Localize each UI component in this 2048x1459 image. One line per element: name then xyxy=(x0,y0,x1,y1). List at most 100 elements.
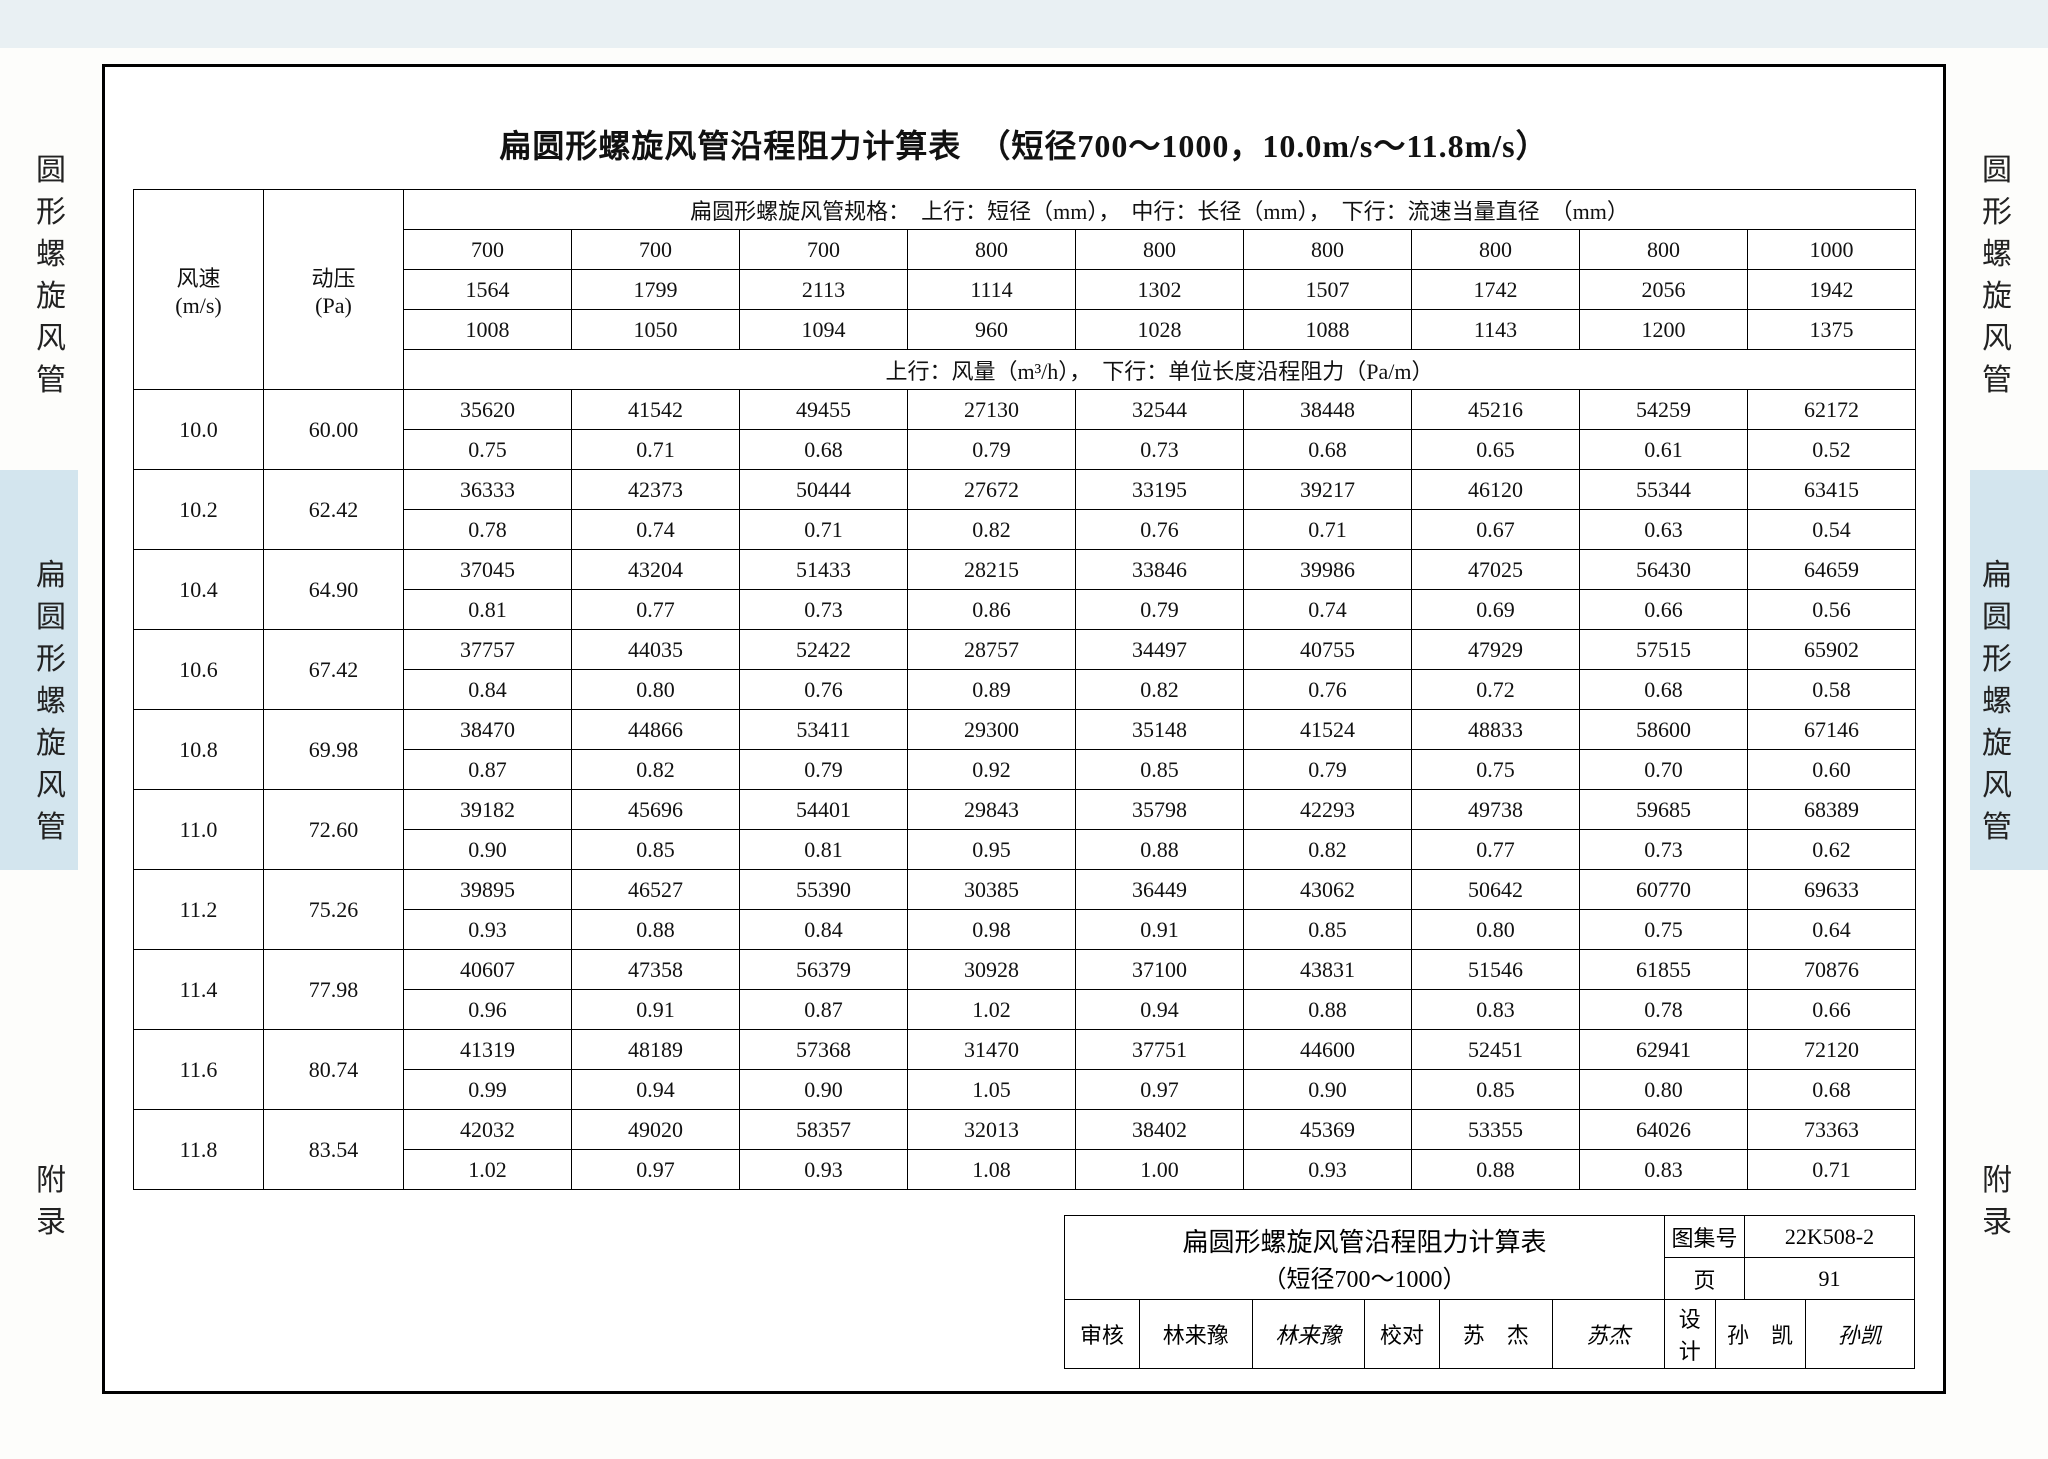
flow-5-3: 29843 xyxy=(908,790,1076,830)
flow-9-3: 32013 xyxy=(908,1110,1076,1150)
flow-4-6: 48833 xyxy=(1412,710,1580,750)
flow-2-3: 28215 xyxy=(908,550,1076,590)
resist-1-0: 0.78 xyxy=(404,510,572,550)
resist-6-0: 0.93 xyxy=(404,910,572,950)
dynpressure-4: 69.98 xyxy=(264,710,404,790)
flow-5-2: 54401 xyxy=(740,790,908,830)
resist-5-1: 0.85 xyxy=(572,830,740,870)
speed-4: 10.8 xyxy=(134,710,264,790)
design-label: 设计 xyxy=(1665,1300,1715,1368)
resist-8-6: 0.85 xyxy=(1412,1070,1580,1110)
resist-1-4: 0.76 xyxy=(1076,510,1244,550)
dynpressure-0: 60.00 xyxy=(264,390,404,470)
flow-4-1: 44866 xyxy=(572,710,740,750)
resist-8-8: 0.68 xyxy=(1748,1070,1916,1110)
flow-7-8: 70876 xyxy=(1748,950,1916,990)
resist-1-5: 0.71 xyxy=(1244,510,1412,550)
check-label: 校对 xyxy=(1365,1300,1440,1369)
resist-7-0: 0.96 xyxy=(404,990,572,1030)
dynpressure-1: 62.42 xyxy=(264,470,404,550)
resist-3-8: 0.58 xyxy=(1748,670,1916,710)
resist-4-5: 0.79 xyxy=(1244,750,1412,790)
resist-3-7: 0.68 xyxy=(1580,670,1748,710)
spec-long_dia-7: 2056 xyxy=(1580,270,1748,310)
flow-0-7: 54259 xyxy=(1580,390,1748,430)
spec-short_dia-8: 1000 xyxy=(1748,230,1916,270)
page-title: 扁圆形螺旋风管沿程阻力计算表 （短径700～1000，10.0m/s～11.8m… xyxy=(105,121,1943,167)
flow-0-0: 35620 xyxy=(404,390,572,430)
resist-9-0: 1.02 xyxy=(404,1150,572,1190)
flow-4-8: 67146 xyxy=(1748,710,1916,750)
side-label-char: 管 xyxy=(30,360,72,402)
flow-8-4: 37751 xyxy=(1076,1030,1244,1070)
side-label-left-middle: 扁圆形螺旋风管 xyxy=(30,555,72,849)
flow-9-6: 53355 xyxy=(1412,1110,1580,1150)
spec-eq_dia-8: 1375 xyxy=(1748,310,1916,350)
dynpressure-7: 77.98 xyxy=(264,950,404,1030)
resist-0-8: 0.52 xyxy=(1748,430,1916,470)
resist-9-2: 0.93 xyxy=(740,1150,908,1190)
speed-3: 10.6 xyxy=(134,630,264,710)
resist-7-4: 0.94 xyxy=(1076,990,1244,1030)
side-label-char: 旋 xyxy=(1976,276,2018,318)
resist-4-6: 0.75 xyxy=(1412,750,1580,790)
flow-6-6: 50642 xyxy=(1412,870,1580,910)
page-frame: 扁圆形螺旋风管沿程阻力计算表 （短径700～1000，10.0m/s～11.8m… xyxy=(102,64,1946,1394)
dynpressure-6: 75.26 xyxy=(264,870,404,950)
flow-5-6: 49738 xyxy=(1412,790,1580,830)
resist-2-8: 0.56 xyxy=(1748,590,1916,630)
resist-1-7: 0.63 xyxy=(1580,510,1748,550)
resist-6-6: 0.80 xyxy=(1412,910,1580,950)
resist-5-6: 0.77 xyxy=(1412,830,1580,870)
side-label-char: 扁 xyxy=(1976,555,2018,597)
spec-short_dia-4: 800 xyxy=(1076,230,1244,270)
resist-6-3: 0.98 xyxy=(908,910,1076,950)
speed-2: 10.4 xyxy=(134,550,264,630)
resist-1-8: 0.54 xyxy=(1748,510,1916,550)
flow-0-2: 49455 xyxy=(740,390,908,430)
resist-2-3: 0.86 xyxy=(908,590,1076,630)
resist-3-0: 0.84 xyxy=(404,670,572,710)
spec-eq_dia-4: 1028 xyxy=(1076,310,1244,350)
spec-short_dia-0: 700 xyxy=(404,230,572,270)
flow-7-0: 40607 xyxy=(404,950,572,990)
side-label-left-upper: 圆形螺旋风管 xyxy=(30,150,72,402)
footer-title-2: （短径700～1000） xyxy=(1071,1259,1658,1294)
resist-6-7: 0.75 xyxy=(1580,910,1748,950)
flow-6-0: 39895 xyxy=(404,870,572,910)
resist-0-4: 0.73 xyxy=(1076,430,1244,470)
spec-short_dia-5: 800 xyxy=(1244,230,1412,270)
flow-0-3: 27130 xyxy=(908,390,1076,430)
resist-2-7: 0.66 xyxy=(1580,590,1748,630)
side-label-char: 风 xyxy=(1976,318,2018,360)
side-label-left-lower: 附录 xyxy=(30,1160,72,1244)
side-label-char: 管 xyxy=(30,807,72,849)
flow-7-3: 30928 xyxy=(908,950,1076,990)
title-block: 扁圆形螺旋风管沿程阻力计算表 （短径700～1000） 图集号 22K508-2… xyxy=(1064,1215,1915,1369)
flow-7-6: 51546 xyxy=(1412,950,1580,990)
flow-6-8: 69633 xyxy=(1748,870,1916,910)
flow-5-1: 45696 xyxy=(572,790,740,830)
check-signature: 苏杰 xyxy=(1552,1300,1665,1369)
data-table: 风速(m/s)动压(Pa)扁圆形螺旋风管规格： 上行：短径（mm）， 中行：长径… xyxy=(133,189,1916,1190)
dynpressure-2: 64.90 xyxy=(264,550,404,630)
resist-7-8: 0.66 xyxy=(1748,990,1916,1030)
flow-8-7: 62941 xyxy=(1580,1030,1748,1070)
side-label-char: 录 xyxy=(1976,1202,2018,1244)
side-label-char: 扁 xyxy=(30,555,72,597)
design-signature: 孙凯 xyxy=(1805,1300,1914,1368)
resist-2-6: 0.69 xyxy=(1412,590,1580,630)
resist-2-1: 0.77 xyxy=(572,590,740,630)
speed-8: 11.6 xyxy=(134,1030,264,1110)
spec-long_dia-5: 1507 xyxy=(1244,270,1412,310)
flow-9-5: 45369 xyxy=(1244,1110,1412,1150)
side-label-char: 形 xyxy=(1976,639,2018,681)
resist-9-7: 0.83 xyxy=(1580,1150,1748,1190)
resist-7-3: 1.02 xyxy=(908,990,1076,1030)
flow-5-4: 35798 xyxy=(1076,790,1244,830)
flow-4-3: 29300 xyxy=(908,710,1076,750)
side-label-char: 螺 xyxy=(1976,681,2018,723)
resist-5-4: 0.88 xyxy=(1076,830,1244,870)
flow-0-1: 41542 xyxy=(572,390,740,430)
flow-6-5: 43062 xyxy=(1244,870,1412,910)
